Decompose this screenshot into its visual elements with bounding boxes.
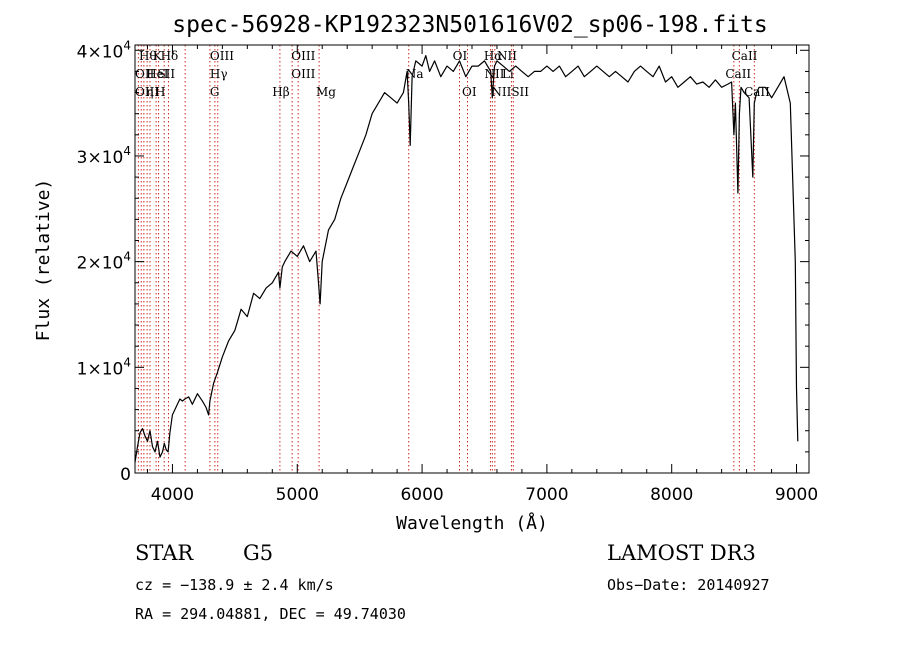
chart-title: spec-56928-KP192323N501616V02_sp06-198.f… xyxy=(172,12,767,38)
spectral-line-label: NIISII xyxy=(491,85,529,99)
object-class: STAR xyxy=(135,541,194,565)
spectral-line-label: OII xyxy=(135,67,155,81)
x-tick-label: 8000 xyxy=(650,485,693,505)
spectral-line-label: Na xyxy=(406,67,424,81)
spectral-line-label: NII xyxy=(497,49,517,63)
spectral-line-label: Hβ xyxy=(272,85,289,99)
series-layer xyxy=(134,54,799,463)
spectral-line-label: OI xyxy=(462,85,477,99)
plot-frame xyxy=(134,44,810,474)
y-tick-labels: 0 1×104 2×104 3×104 4×104 xyxy=(77,38,131,485)
ra-dec: RA = 294.04881, DEC = 49.74030 xyxy=(135,605,406,623)
spectral-line-label: Hγ xyxy=(210,67,228,81)
y-tick-label: 2×104 xyxy=(77,250,131,274)
axis-ticks xyxy=(135,45,809,474)
spectral-line-label: Li xyxy=(502,67,514,81)
spectral-line-label: K xyxy=(153,49,163,63)
spectral-line-label: OIII xyxy=(210,49,234,63)
survey-name: LAMOST DR3 xyxy=(607,541,756,565)
x-tick-labels: 4000 5000 6000 7000 8000 9000 xyxy=(151,485,818,505)
spectral-line-label: Mg xyxy=(316,85,336,99)
y-tick-label: 1×104 xyxy=(77,355,131,379)
spectral-line-label: CaII xyxy=(732,49,758,63)
spectral-line-label: H xyxy=(155,85,165,99)
x-tick-label: 7000 xyxy=(525,485,568,505)
redshift-cz: cz = −138.9 ± 2.4 km/s xyxy=(135,576,334,594)
spectral-line-label: G xyxy=(210,85,220,99)
spectral-line-label: Hθ xyxy=(139,49,157,63)
spectral-line-label: Hα xyxy=(484,49,503,63)
spectral-line-label: Hδ xyxy=(161,49,179,63)
object-subclass: G5 xyxy=(243,541,273,565)
x-tick-label: 9000 xyxy=(775,485,818,505)
spectral-line-label: HeI xyxy=(146,67,169,81)
spectral-line-label: CaII xyxy=(725,67,751,81)
spectral-line-label: OIII xyxy=(135,85,159,99)
spectrum-line xyxy=(134,54,799,463)
x-tick-label: 5000 xyxy=(276,485,319,505)
observation-date: Obs−Date: 20140927 xyxy=(607,576,770,594)
y-tick-label: 4×104 xyxy=(77,38,131,62)
spectral-line-label: η xyxy=(146,85,153,99)
spectral-line-markers xyxy=(137,45,755,473)
spectral-line-label: OI xyxy=(453,49,468,63)
x-tick-label: 4000 xyxy=(151,485,194,505)
y-tick-label: 0 xyxy=(120,465,131,485)
y-axis-label: Flux (relative) xyxy=(33,179,54,342)
x-tick-label: 6000 xyxy=(400,485,443,505)
x-axis-label: Wavelength (Å) xyxy=(396,512,548,534)
spectral-line-label: OIII xyxy=(291,67,315,81)
spectral-line-label: SII xyxy=(157,67,175,81)
spectral-line-label: OIII xyxy=(291,49,315,63)
y-tick-label: 3×104 xyxy=(77,144,131,168)
